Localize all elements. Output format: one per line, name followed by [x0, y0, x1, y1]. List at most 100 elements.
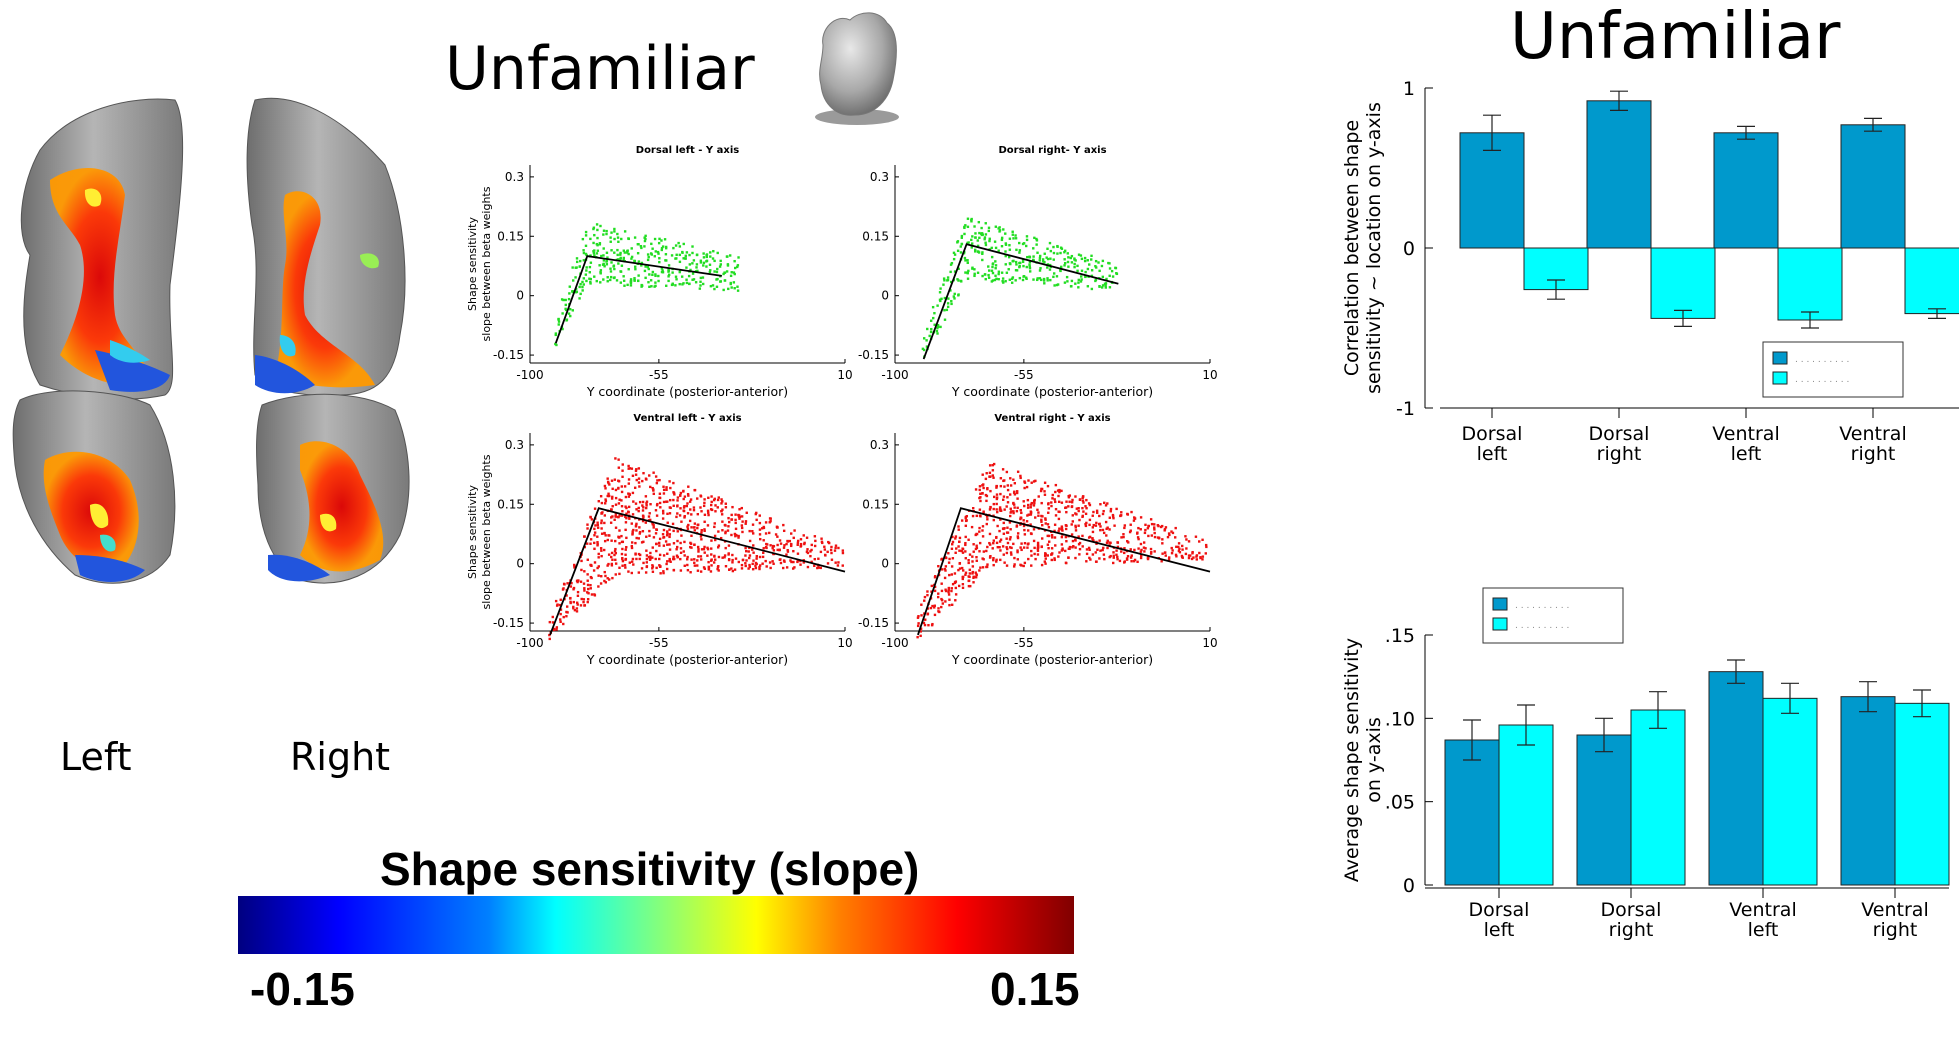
scatter-point [1006, 484, 1009, 487]
scatter-point [718, 265, 722, 268]
scatter-point [582, 251, 586, 255]
scatter-point [595, 252, 599, 255]
scatter-point [640, 541, 644, 544]
scatter-point [1097, 261, 1100, 264]
scatter-point [1053, 498, 1056, 501]
scatter-point [1019, 516, 1022, 519]
scatter-point [1102, 546, 1105, 550]
scatter-point [651, 567, 654, 570]
scatter-point [629, 281, 633, 285]
scatter-point [1043, 560, 1046, 563]
y-axis-label-line2: sensitivity ~ location on y-axis [1363, 102, 1385, 394]
scatter-point [761, 555, 765, 559]
scatter-point [617, 536, 620, 539]
scatter-point [618, 572, 621, 576]
scatter-point [627, 464, 630, 468]
scatter-point [693, 488, 697, 492]
scatter-point [658, 557, 661, 561]
scatter-point [966, 225, 970, 229]
scatter-point [1032, 539, 1036, 543]
scatter-point [607, 492, 610, 495]
y-axis-label: Shape sensitivityslope between beta weig… [466, 454, 493, 609]
scatter-point [662, 554, 666, 557]
scatter-point [719, 536, 723, 540]
scatter-point [1126, 555, 1130, 558]
scatter-point [613, 227, 616, 231]
scatter-point [1028, 256, 1032, 259]
scatter-point [655, 528, 659, 531]
scatter-point [689, 498, 693, 501]
scatter-point [647, 555, 651, 559]
scatter-point [648, 273, 651, 276]
scatter-point [1099, 503, 1102, 506]
scatter-point [933, 576, 937, 579]
scatter-point [571, 309, 575, 312]
scatter-point [751, 568, 755, 571]
scatter-point [957, 525, 960, 528]
scatter-point [964, 571, 968, 574]
scatter-point [999, 477, 1003, 480]
x-axis-label: Y coordinate (posterior-anterior) [586, 652, 788, 667]
scatter-point [582, 277, 586, 280]
scatter-point [958, 567, 962, 570]
scatter-point [731, 505, 734, 509]
scatter-point [621, 557, 624, 561]
scatter-point [995, 496, 999, 499]
scatter-point [967, 579, 971, 582]
scatter-point [1071, 546, 1074, 549]
scatter-point [679, 569, 683, 572]
scatter-point [559, 612, 562, 616]
scatter-point [817, 557, 820, 560]
scatter-point [699, 259, 703, 262]
scatter-point [981, 251, 984, 254]
scatter-point [789, 559, 792, 562]
scatter-point [930, 327, 933, 331]
scatter-point [623, 485, 627, 488]
scatter-point [658, 553, 662, 557]
scatter-point [1030, 564, 1033, 567]
scatter-point [1118, 559, 1122, 563]
scatter-point [586, 598, 590, 601]
scatter-point [668, 548, 672, 551]
scatter-point [1008, 538, 1012, 541]
scatter-point [740, 567, 744, 570]
y-axis-label: Correlation between shapesensitivity ~ l… [1341, 102, 1385, 394]
scatter-point [1175, 545, 1178, 549]
scatter-point [726, 529, 730, 532]
fit-line [549, 507, 846, 636]
scatter-point [949, 289, 952, 292]
scatter-point [648, 534, 651, 537]
scatter-point [679, 557, 682, 561]
scatter-point [745, 511, 748, 514]
scatter-point [968, 568, 972, 572]
scatter-point [702, 504, 706, 508]
scatter-point [684, 254, 687, 258]
scatter-point [948, 557, 951, 561]
scatter-point [1054, 483, 1058, 487]
scatter-point [1065, 275, 1069, 279]
scatter-point [1005, 470, 1009, 474]
scatter-point [710, 553, 713, 556]
scatter-point [586, 583, 590, 587]
scatter-point [1030, 501, 1033, 505]
scatter-point [564, 298, 567, 302]
scatter-point [1090, 258, 1093, 261]
scatter-point [636, 279, 640, 283]
scatter-point [737, 515, 741, 518]
scatter-point [966, 277, 970, 280]
scatter-point [672, 246, 675, 250]
correlation-bar-chart: -101DorsalleftDorsalrightVentralleftVent… [1341, 78, 1959, 465]
scatter-point [1046, 277, 1049, 280]
scatter-point [1033, 546, 1036, 550]
scatter-point [621, 547, 624, 551]
scatter-point [596, 541, 599, 544]
scatter-point [655, 514, 659, 517]
scatter-point [1035, 239, 1039, 242]
scatter-point [727, 544, 731, 547]
scatter-point [1005, 537, 1008, 540]
scatter-point [1019, 546, 1022, 549]
scatter-point [1095, 560, 1098, 563]
scatter-point [940, 605, 943, 609]
scatter-point [1036, 508, 1039, 512]
scatter-point [961, 586, 965, 590]
